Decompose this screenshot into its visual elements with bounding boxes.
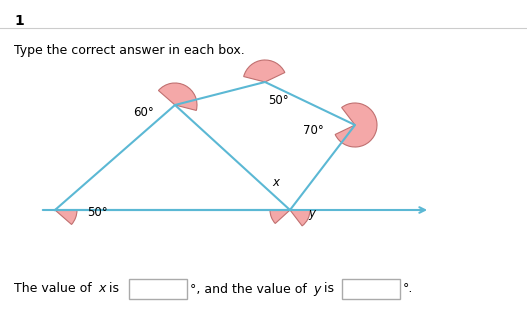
Text: x: x bbox=[98, 282, 105, 295]
Text: Type the correct answer in each box.: Type the correct answer in each box. bbox=[14, 44, 245, 57]
Text: x: x bbox=[272, 176, 279, 189]
Text: °, and the value of: °, and the value of bbox=[190, 282, 311, 295]
Text: The value of: The value of bbox=[14, 282, 96, 295]
Text: 50°: 50° bbox=[268, 94, 289, 107]
Text: °.: °. bbox=[403, 282, 413, 295]
FancyBboxPatch shape bbox=[129, 279, 187, 299]
Wedge shape bbox=[335, 103, 377, 147]
Wedge shape bbox=[243, 60, 285, 82]
Wedge shape bbox=[159, 83, 197, 110]
Wedge shape bbox=[270, 210, 290, 223]
Text: 60°: 60° bbox=[133, 107, 154, 120]
Text: is: is bbox=[320, 282, 334, 295]
Text: 50°: 50° bbox=[87, 205, 108, 218]
Text: y: y bbox=[313, 282, 320, 295]
Wedge shape bbox=[55, 210, 77, 224]
Text: 1: 1 bbox=[14, 14, 24, 28]
Text: 70°: 70° bbox=[303, 124, 324, 137]
Text: y: y bbox=[308, 208, 316, 221]
FancyBboxPatch shape bbox=[342, 279, 400, 299]
Text: is: is bbox=[105, 282, 119, 295]
Wedge shape bbox=[290, 210, 310, 226]
